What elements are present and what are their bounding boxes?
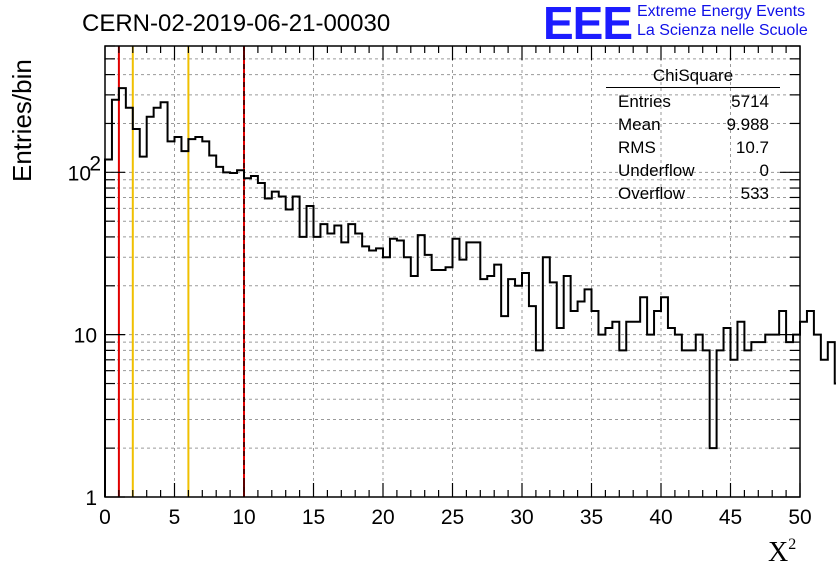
y-tick-label: 1 [85,487,97,510]
x-tick-label: 10 [232,506,255,529]
x-tick-label: 5 [169,506,181,529]
x-tick-label: 50 [788,506,811,529]
y-tick-label-exponent: 2 [89,152,101,175]
x-axis-title: X2 [768,536,796,569]
y-tick-label: 10 [74,325,97,348]
y-axis-title: Entries/bin [7,59,37,182]
y-tick-label: 10 [68,162,91,185]
cut-lines [117,46,245,497]
stats-value: 0 [759,161,769,180]
grid-lines [105,46,800,497]
x-tick-label: 0 [99,506,111,529]
stats-row: RMS 10.7 [610,136,776,159]
x-tick-label: 20 [371,506,394,529]
stats-row: Underflow 0 [610,159,776,182]
axis-ticks [104,45,801,498]
stats-box: ChiSquare Entries 5714 Mean 9.988 RMS 10.7 … [606,66,780,205]
stats-value: 9.988 [726,115,769,134]
x-tick-label: 15 [302,506,325,529]
x-tick-label: 40 [649,506,672,529]
stats-row: Overflow 533 [610,182,776,205]
stats-label: Underflow [618,161,695,180]
x-tick-label: 25 [441,506,464,529]
run-title: CERN-02-2019-06-21-00030 [82,10,391,37]
x-axis-title-superscript: 2 [788,536,797,553]
x-tick-label: 30 [510,506,533,529]
stats-row: Mean 9.988 [610,113,776,136]
stats-value: 10.7 [735,138,769,157]
stats-label: Mean [618,115,661,134]
eee-logo: EEE [543,0,633,49]
stats-row: Entries 5714 [610,90,776,113]
logo-line-2: La Scienza nelle Scuole [637,22,808,39]
stats-value: 533 [740,184,769,203]
x-axis-title-base: X [768,537,789,568]
stats-title: ChiSquare [606,66,780,88]
stats-label: Overflow [618,184,686,203]
stats-label: Entries [618,92,671,111]
stats-label: RMS [618,138,656,157]
x-tick-label: 35 [580,506,603,529]
histogram-step [104,87,836,497]
x-tick-label: 45 [719,506,742,529]
stats-value: 5714 [731,92,769,111]
logo-line-1: Extreme Energy Events [637,3,806,20]
